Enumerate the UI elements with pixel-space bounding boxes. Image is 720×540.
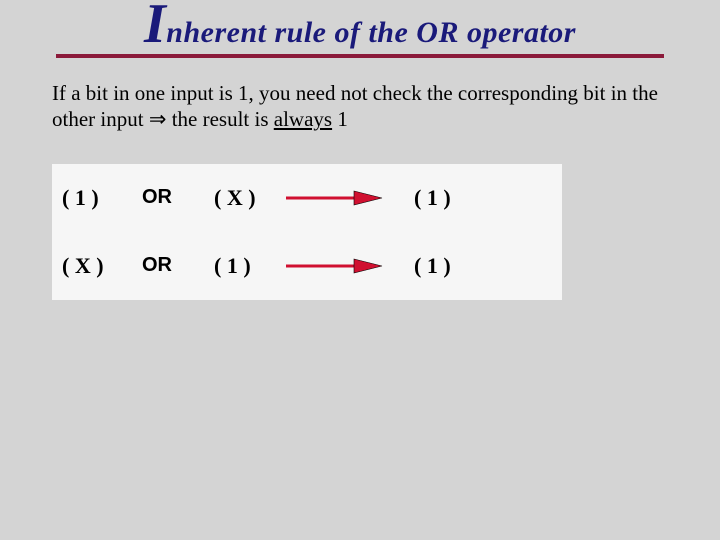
result: ( 1 ) bbox=[414, 185, 474, 211]
blurb-pre: If a bit in one input is 1, you need not… bbox=[52, 81, 658, 131]
arrow-cell bbox=[284, 257, 414, 275]
red-arrow-icon bbox=[284, 189, 384, 207]
blurb-underlined: always bbox=[274, 107, 332, 131]
operand-b: ( 1 ) bbox=[214, 253, 284, 279]
operand-a: ( 1 ) bbox=[62, 185, 142, 211]
implies-arrow-icon: ⇒ bbox=[149, 108, 167, 131]
slide-title: Inherent rule of the OR operator bbox=[144, 2, 576, 50]
operand-a: ( X ) bbox=[62, 253, 142, 279]
title-dropcap: I bbox=[144, 0, 166, 55]
diagram-row: ( X ) OR ( 1 ) ( 1 ) bbox=[62, 246, 552, 286]
arrow-cell bbox=[284, 189, 414, 207]
operand-b: ( X ) bbox=[214, 185, 284, 211]
operator: OR bbox=[142, 186, 214, 209]
diagram-row: ( 1 ) OR ( X ) ( 1 ) bbox=[62, 178, 552, 218]
blurb-post: 1 bbox=[332, 107, 348, 131]
title-rest: nherent rule of the OR operator bbox=[166, 16, 576, 49]
result: ( 1 ) bbox=[414, 253, 474, 279]
red-arrow-icon bbox=[284, 257, 384, 275]
blurb-mid: the result is bbox=[166, 107, 273, 131]
truth-diagram: ( 1 ) OR ( X ) ( 1 ) ( X ) OR ( 1 ) ( 1 … bbox=[52, 164, 562, 300]
description-text: If a bit in one input is 1, you need not… bbox=[52, 80, 668, 134]
operator: OR bbox=[142, 254, 214, 277]
